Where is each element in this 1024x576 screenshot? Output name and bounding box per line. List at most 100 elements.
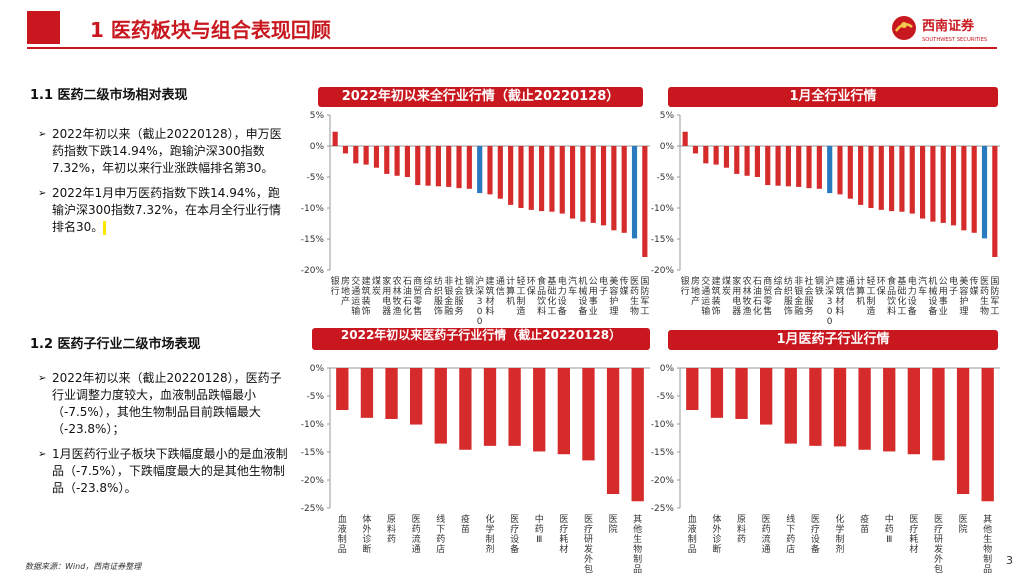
x-tick-label: 煤炭 <box>722 275 731 297</box>
y-tick-label: -10% <box>651 204 675 214</box>
bar <box>539 146 545 212</box>
y-tick-label: 0% <box>660 142 675 152</box>
x-tick-label: 钢铁 <box>815 275 824 297</box>
y-tick-label: -20% <box>301 266 325 276</box>
bar <box>549 146 555 212</box>
x-tick-label: 血液制品 <box>338 513 347 555</box>
chart-industry-january: 5% 0% -5% -10% -15% -20% 银行房地产交通运输建筑装饰煤炭家用电器农林… <box>651 111 1000 327</box>
bar <box>899 146 905 212</box>
y-tick-label: -15% <box>301 448 325 458</box>
x-tick-label: 医药流通 <box>762 514 771 555</box>
bar <box>883 368 896 452</box>
section1-bullets: ➢ 2022年初以来（截止20220128），申万医药指数下跌14.94%，跑输沪… <box>38 126 290 244</box>
section1-heading: 1.1 医药二级市场相对表现 <box>30 88 188 103</box>
x-tick-label: 交通运输 <box>351 275 360 317</box>
bar <box>456 146 462 189</box>
x-tick-label: 汽车 <box>918 275 927 297</box>
bar <box>827 146 833 194</box>
bar <box>508 368 521 446</box>
x-tick-label: 房地产 <box>341 275 350 307</box>
y-tick-label: -5% <box>656 173 674 183</box>
bar <box>703 146 709 164</box>
bar <box>446 146 452 187</box>
y-tick-label: 5% <box>310 111 325 121</box>
bar <box>459 368 472 450</box>
bar <box>956 368 970 494</box>
x-tick-label: 体外诊断 <box>362 513 371 555</box>
bar <box>765 146 771 186</box>
bar <box>889 146 895 212</box>
x-tick-label: 计算机 <box>506 275 515 307</box>
bar <box>363 146 369 165</box>
bar <box>760 368 773 425</box>
x-tick-label: 家用电器 <box>732 275 741 317</box>
x-tick-label: 机械设备 <box>578 275 587 317</box>
y-tick-label: -15% <box>301 235 325 245</box>
bar <box>385 368 398 419</box>
y-tick-label: -20% <box>301 476 325 486</box>
bar <box>394 146 400 176</box>
x-tick-label: 综合 <box>774 275 783 297</box>
x-tick-label: 化学制剂 <box>485 513 494 555</box>
bar <box>940 146 946 223</box>
x-tick-label: 医药生物 <box>980 276 989 317</box>
bar <box>360 368 374 418</box>
x-tick-label: 体外诊断 <box>712 513 721 555</box>
bar <box>483 368 497 446</box>
chart4-title: 1月医药子行业行情 <box>668 330 998 350</box>
arrow-bullet-icon: ➢ <box>38 188 47 199</box>
bar <box>384 146 390 174</box>
bar <box>878 146 884 210</box>
bar <box>600 146 607 226</box>
bar <box>582 368 595 461</box>
x-tick-label: 美容护理 <box>959 275 968 317</box>
bullet-item: ➢ 2022年初以来（截止20220128），医药子行业调整力度较大，血液制品跌幅… <box>38 371 282 436</box>
bar <box>342 146 349 154</box>
x-tick-label: 其他生物制品 <box>983 514 992 575</box>
x-tick-label: 农林牧渔 <box>743 275 752 317</box>
x-tick-label: 轻工制造 <box>866 275 875 317</box>
bar <box>606 368 620 494</box>
bar <box>961 146 967 231</box>
bar <box>992 146 998 257</box>
bullet-item: ➢ 1月医药行业子板块下跌幅度最小的是血液制品（-7.5%），下跌幅度最大的是其他… <box>38 447 288 495</box>
x-tick-label: 家用电器 <box>382 275 391 317</box>
data-source-note: 数据来源：Wind，西南证券整理 <box>25 562 142 571</box>
bar <box>533 368 546 452</box>
x-tick-label: 电力设备 <box>558 275 567 317</box>
bar <box>415 146 421 186</box>
x-tick-label: 非银金融 <box>444 275 453 317</box>
bar <box>425 146 431 186</box>
bar <box>858 146 864 205</box>
bar <box>713 146 719 165</box>
bar <box>373 146 380 168</box>
x-tick-label: 疫苗 <box>461 513 470 535</box>
x-tick-label: 石油石化 <box>753 277 762 317</box>
x-tick-label: 传媒 <box>620 275 629 297</box>
x-tick-label: 基础化工 <box>897 275 906 317</box>
bar <box>410 368 423 425</box>
x-tick-label: 房地产 <box>691 275 700 307</box>
bar <box>950 146 957 226</box>
y-tick-label: -15% <box>651 448 675 458</box>
bar <box>981 368 994 502</box>
x-tick-label: 电子 <box>949 275 958 297</box>
x-tick-label: 机械设备 <box>928 275 937 317</box>
bar <box>336 368 349 410</box>
x-tick-label: 纺织服饰 <box>434 275 443 317</box>
x-tick-label: 血液制品 <box>688 513 697 555</box>
x-tick-label: 电子 <box>599 275 608 297</box>
x-tick-label: 医疗研发外包 <box>934 514 943 575</box>
bar <box>723 146 730 168</box>
bullet-item: ➢ 2022年初以来（截止20220128），申万医药指数下跌14.94%，跑输沪… <box>38 127 282 175</box>
text-highlight-mark <box>103 220 107 235</box>
x-tick-label: 商贸零售 <box>413 275 422 317</box>
bar <box>686 368 699 410</box>
y-tick-label: -10% <box>301 204 325 214</box>
bar <box>909 146 915 214</box>
bar <box>631 368 644 502</box>
bar <box>477 146 483 194</box>
bar <box>497 146 503 199</box>
x-tick-label: 医疗设备 <box>510 514 519 555</box>
x-tick-label: 通信 <box>496 276 505 297</box>
